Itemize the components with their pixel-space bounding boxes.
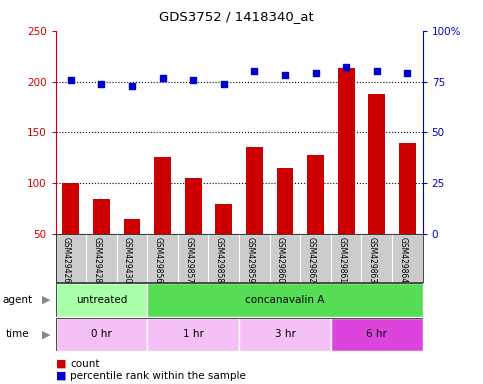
Point bbox=[281, 73, 289, 79]
Text: untreated: untreated bbox=[76, 295, 127, 305]
Bar bbox=[154, 157, 171, 285]
Bar bbox=[239, 318, 331, 351]
Point bbox=[312, 70, 319, 76]
Bar bbox=[369, 94, 385, 285]
Bar bbox=[338, 68, 355, 285]
Point bbox=[220, 81, 227, 87]
Text: concanavalin A: concanavalin A bbox=[245, 295, 325, 305]
Text: GSM429859: GSM429859 bbox=[245, 237, 255, 283]
Bar bbox=[331, 318, 423, 351]
Text: time: time bbox=[5, 329, 29, 339]
Point bbox=[159, 74, 167, 81]
Text: 0 hr: 0 hr bbox=[91, 329, 112, 339]
Bar bbox=[246, 147, 263, 285]
Text: GSM429863: GSM429863 bbox=[368, 237, 377, 283]
Bar bbox=[147, 283, 423, 317]
Bar bbox=[399, 143, 416, 285]
Text: 3 hr: 3 hr bbox=[274, 329, 296, 339]
Bar bbox=[277, 168, 293, 285]
Text: ▶: ▶ bbox=[42, 295, 50, 305]
Text: GSM429861: GSM429861 bbox=[337, 237, 346, 283]
Bar bbox=[56, 283, 147, 317]
Bar bbox=[147, 318, 239, 351]
Text: GDS3752 / 1418340_at: GDS3752 / 1418340_at bbox=[159, 10, 314, 23]
Point bbox=[128, 83, 136, 89]
Text: 1 hr: 1 hr bbox=[183, 329, 204, 339]
Text: percentile rank within the sample: percentile rank within the sample bbox=[70, 371, 246, 381]
Text: GSM429858: GSM429858 bbox=[215, 237, 224, 283]
Bar bbox=[93, 199, 110, 285]
Point bbox=[403, 70, 411, 76]
Text: GSM429856: GSM429856 bbox=[154, 237, 163, 283]
Point bbox=[98, 81, 105, 87]
Point bbox=[189, 76, 197, 83]
Text: ■: ■ bbox=[56, 359, 66, 369]
Bar bbox=[56, 318, 147, 351]
Bar bbox=[62, 184, 79, 285]
Text: GSM429862: GSM429862 bbox=[307, 237, 315, 283]
Text: GSM429860: GSM429860 bbox=[276, 237, 285, 283]
Text: GSM429864: GSM429864 bbox=[398, 237, 407, 283]
Text: ▶: ▶ bbox=[42, 329, 50, 339]
Text: ■: ■ bbox=[56, 371, 66, 381]
Text: agent: agent bbox=[2, 295, 32, 305]
Text: count: count bbox=[70, 359, 99, 369]
Point bbox=[373, 68, 381, 74]
Text: GSM429430: GSM429430 bbox=[123, 237, 132, 283]
Point bbox=[342, 64, 350, 70]
Text: GSM429857: GSM429857 bbox=[184, 237, 193, 283]
Text: GSM429428: GSM429428 bbox=[92, 237, 101, 283]
Bar bbox=[215, 204, 232, 285]
Text: GSM429426: GSM429426 bbox=[62, 237, 71, 283]
Point bbox=[67, 76, 75, 83]
Bar bbox=[307, 155, 324, 285]
Text: 6 hr: 6 hr bbox=[366, 329, 387, 339]
Point bbox=[251, 68, 258, 74]
Bar bbox=[124, 219, 141, 285]
Bar bbox=[185, 178, 201, 285]
